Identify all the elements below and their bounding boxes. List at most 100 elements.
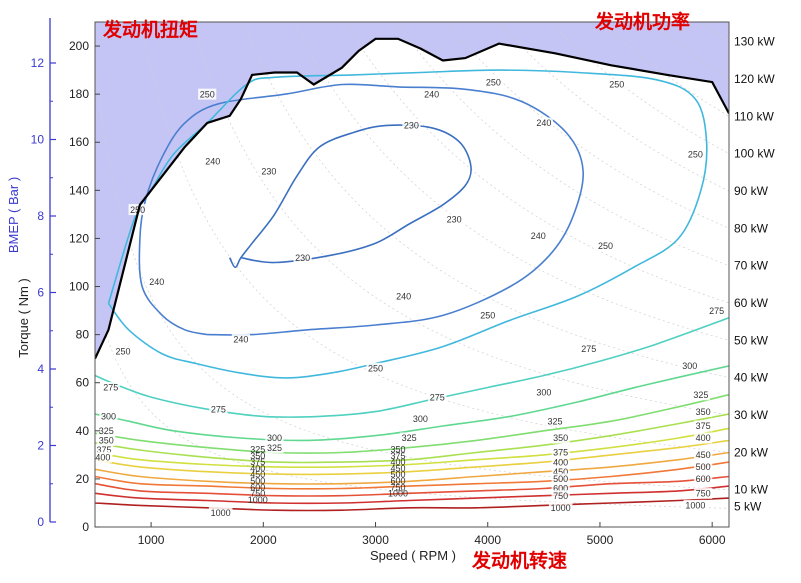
contour-label-bg	[548, 502, 573, 514]
y-tick-label: 140	[69, 183, 89, 197]
contour-label: 350	[696, 407, 711, 417]
x-tick-label: 4000	[474, 533, 501, 547]
power-iso-line	[293, 22, 729, 341]
contour-label-bg	[596, 240, 615, 252]
contour-label-bg	[147, 276, 166, 288]
contour-label: 300	[101, 412, 116, 422]
contour-label-bg	[691, 389, 711, 401]
contour-label: 250	[480, 311, 495, 321]
plot-frame	[94, 21, 730, 528]
power-iso-line	[242, 22, 729, 378]
power-label: 100 kW	[734, 147, 775, 161]
y-tick-label: 40	[76, 424, 90, 438]
contour-250	[107, 69, 708, 379]
contour-label: 500	[390, 470, 405, 480]
contour-label-bg	[113, 345, 133, 357]
contour-label-bg	[551, 456, 570, 468]
contour-label: 230	[261, 166, 276, 176]
y-axis: 0 20 40 60 80 100 120 140 160 180 200	[69, 39, 100, 534]
contour-label: 350	[99, 436, 114, 446]
contour-label-bg	[707, 305, 726, 317]
contour-label-bg	[694, 432, 713, 444]
contour-label: 600	[390, 476, 405, 486]
contour-labels: 230 230 230 230 240 240 240 240 240 240 240 250 250 2…	[95, 76, 726, 519]
contour-750	[95, 485, 729, 505]
x-tick-label: 1000	[138, 533, 165, 547]
x-tick-label: 5000	[587, 533, 614, 547]
contour-300	[95, 365, 729, 442]
contour-label-bg	[694, 406, 713, 418]
contour-label-bg	[198, 88, 217, 100]
contour-label: 350	[250, 451, 265, 461]
contour-label-bg	[551, 466, 570, 478]
contour-label: 240	[531, 231, 546, 241]
bmep-tick-label: 4	[37, 362, 44, 376]
contour-label: 450	[250, 470, 265, 480]
power-annotation: 发动机功率	[594, 10, 690, 33]
contour-label-bg	[694, 449, 713, 461]
contour-label: 375	[390, 451, 405, 461]
contour-label-bg	[101, 382, 120, 394]
y-tick-label: 100	[69, 280, 89, 294]
contour-label: 275	[211, 404, 226, 414]
power-label: 5 kW	[734, 500, 762, 514]
power-label: 70 kW	[734, 259, 769, 273]
contour-label: 450	[553, 467, 568, 477]
contour-label: 250	[116, 347, 131, 357]
contour-label-bg	[579, 343, 598, 355]
contour-label: 600	[553, 484, 568, 494]
contour-label: 250	[688, 149, 703, 159]
y-tick-label: 200	[69, 39, 89, 53]
speed-annotation: 发动机转速	[471, 549, 567, 572]
bmep-tick-label: 12	[31, 56, 45, 70]
contour-label: 375	[696, 421, 711, 431]
power-label: 10 kW	[734, 483, 769, 497]
contour-1000	[95, 497, 729, 512]
contour-label: 325	[693, 390, 708, 400]
contour-label: 250	[609, 80, 624, 90]
contour-label-bg	[208, 507, 233, 519]
contour-label-bg	[231, 333, 250, 345]
contour-label: 1000	[685, 501, 705, 511]
contour-label-bg	[444, 213, 464, 225]
contour-label: 325	[402, 433, 417, 443]
bmep-tick-label: 10	[31, 133, 45, 147]
contour-label: 230	[404, 121, 419, 131]
contour-label: 325	[99, 426, 114, 436]
contour-label: 1000	[551, 503, 571, 513]
contour-label: 275	[581, 344, 596, 354]
contour-label: 750	[553, 491, 568, 501]
contour-label: 750	[390, 482, 405, 492]
bmep-axis-label: BMEP ( Bar )	[6, 177, 21, 253]
contour-label-bg	[259, 165, 279, 177]
power-label: 20 kW	[734, 445, 769, 459]
contour-label-bg	[402, 119, 421, 131]
contour-label-bg	[209, 403, 228, 415]
contour-label: 325	[250, 444, 265, 454]
y-tick-label: 0	[82, 520, 89, 534]
contour-label-bg	[551, 473, 570, 485]
contour-label-bg	[400, 432, 419, 444]
contour-label: 500	[250, 476, 265, 486]
contour-450	[95, 451, 729, 485]
contour-label: 300	[267, 433, 282, 443]
contour-label: 600	[696, 474, 711, 484]
contour-label: 450	[390, 463, 405, 473]
contour-label: 750	[696, 489, 711, 499]
contour-label: 375	[250, 457, 265, 467]
contour-275	[95, 317, 729, 418]
contour-label-bg	[607, 79, 626, 91]
contour-label: 400	[696, 433, 711, 443]
contour-230	[228, 124, 472, 269]
contour-label: 750	[250, 489, 265, 499]
power-label: 120 kW	[734, 72, 775, 86]
x-tick-label: 2000	[250, 533, 277, 547]
contour-400	[95, 439, 729, 476]
contour-label: 240	[536, 118, 551, 128]
contour-label-bg	[428, 391, 447, 403]
contour-label-bg	[265, 432, 284, 444]
contour-label-bg	[694, 487, 713, 499]
bmep-tick-label: 0	[37, 515, 44, 529]
contour-240	[138, 83, 584, 336]
